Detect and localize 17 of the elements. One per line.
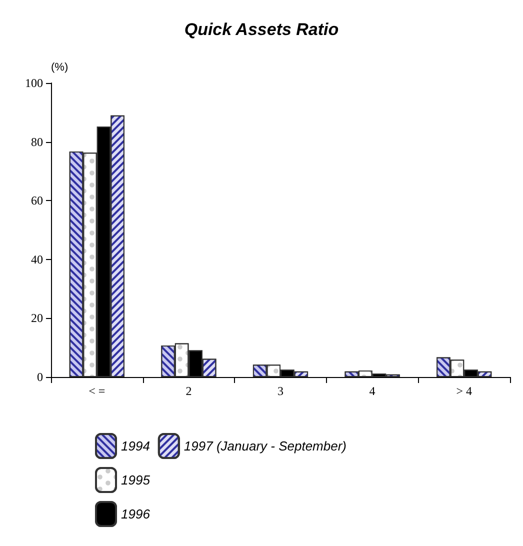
- x-tick-label: 4: [369, 384, 376, 398]
- y-tick-label: 40: [31, 252, 43, 266]
- x-tick-label: > 4: [456, 384, 472, 398]
- legend-label: 1995: [121, 472, 151, 488]
- legend-label: 1994: [121, 438, 150, 454]
- x-tick-label: 2: [186, 384, 192, 398]
- legend-label: 1996: [121, 506, 151, 522]
- y-tick-label: 60: [31, 194, 43, 208]
- chart-title: Quick Assets Ratio: [184, 20, 339, 39]
- y-tick-label: 80: [31, 134, 43, 149]
- y-axis-title: (%): [51, 62, 68, 74]
- y-tick-label: 20: [31, 311, 43, 326]
- y-tick-label: 100: [25, 76, 43, 90]
- x-tick-label: 3: [278, 384, 284, 398]
- legend-label: 1997 (January - September): [184, 438, 347, 454]
- x-tick-label: < =: [88, 384, 106, 398]
- y-tick-label: 0: [37, 370, 43, 384]
